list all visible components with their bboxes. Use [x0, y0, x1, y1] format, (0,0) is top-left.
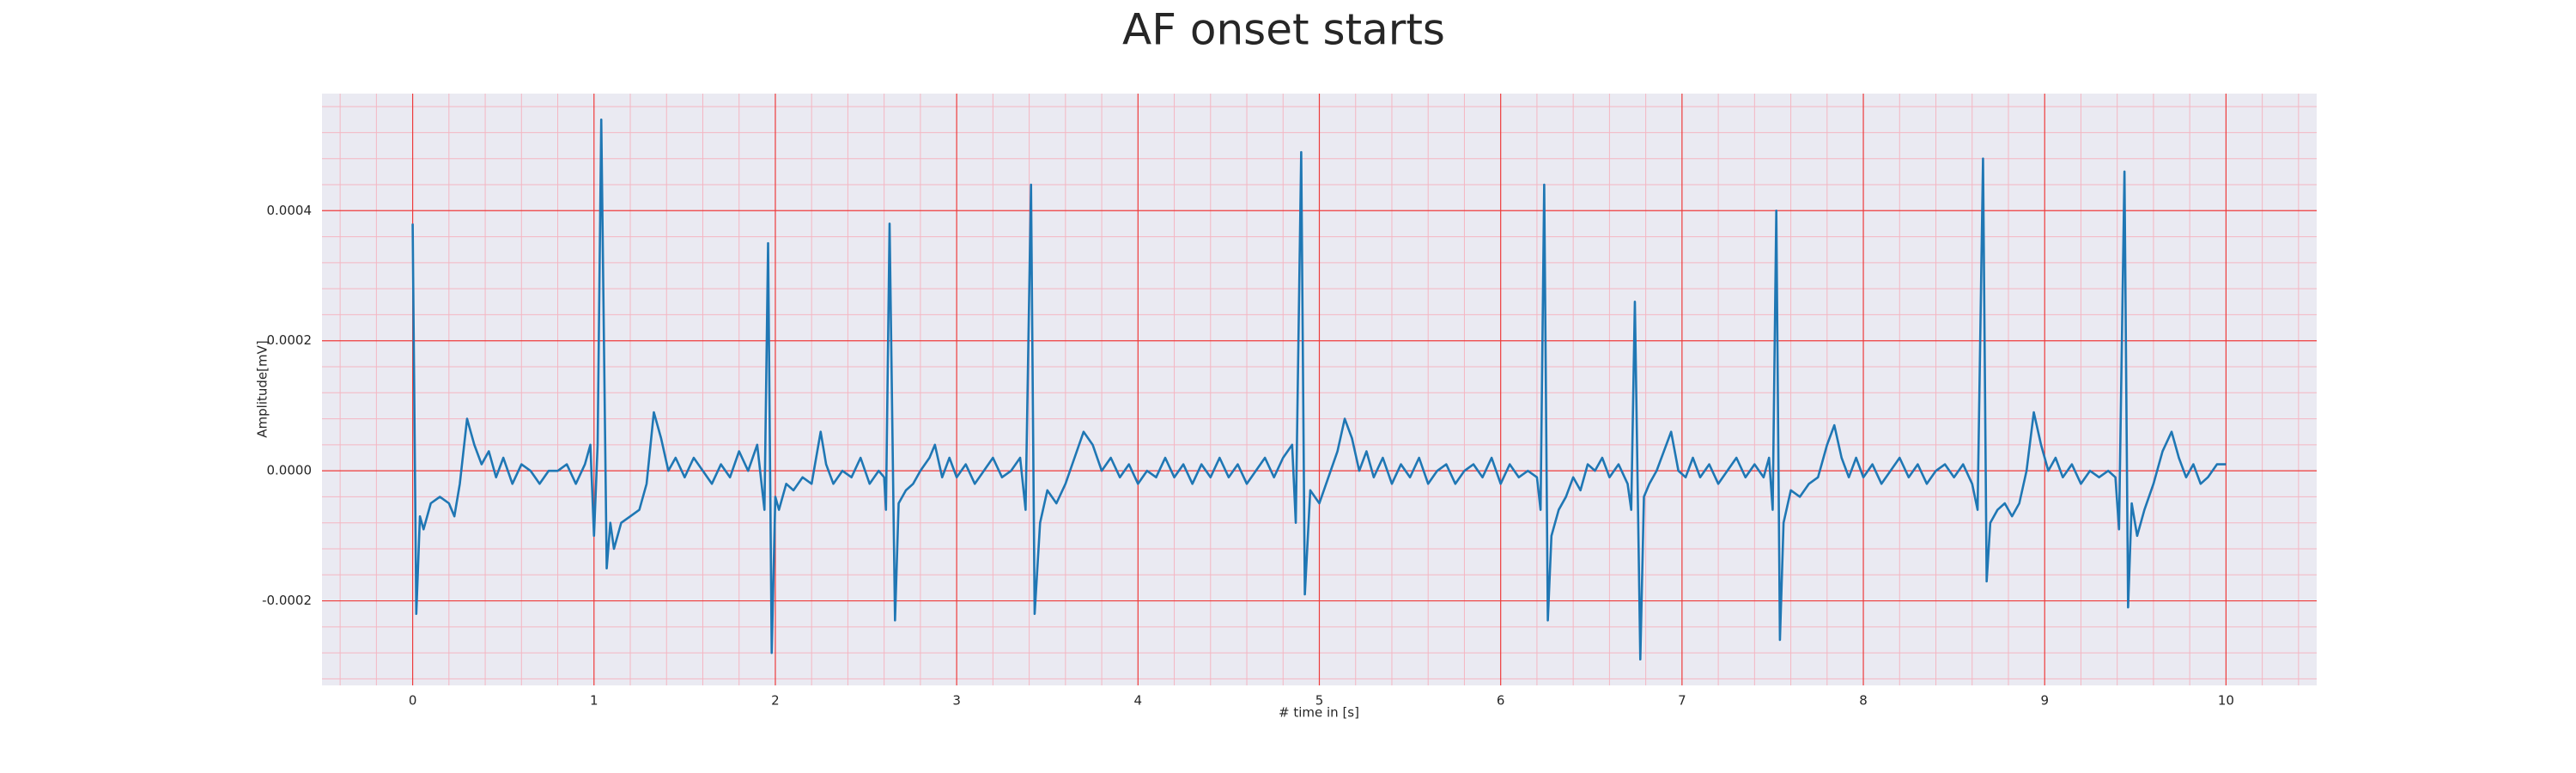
x-tick-label: 10 — [2218, 693, 2234, 709]
grid — [322, 94, 2317, 685]
x-tick-label: 7 — [1678, 693, 1686, 709]
y-axis-label: Amplitude[mV] — [255, 340, 270, 437]
y-tick-label: 0.0004 — [267, 203, 313, 218]
y-tick-label: -0.0002 — [262, 593, 312, 608]
x-tick-label: 6 — [1497, 693, 1505, 709]
y-tick-label: 0.0002 — [267, 332, 313, 348]
x-tick-label: 5 — [1315, 693, 1324, 709]
marks — [411, 118, 2227, 661]
x-tick-label: 1 — [590, 693, 598, 709]
labels: 0 1 2 3 4 5 6 7 8 9 10 -0.0002 0.0000 0.0002 0.0004 — [262, 203, 2234, 709]
ecg-line — [411, 118, 2227, 661]
x-tick-label: 0 — [409, 693, 417, 709]
x-tick-label: 9 — [2040, 693, 2049, 709]
x-tick-label: 8 — [1859, 693, 1868, 709]
x-axis-label: # time in [s] — [1279, 705, 1359, 721]
chart-title: AF onset starts — [1122, 5, 1445, 55]
x-tick-label: 4 — [1134, 693, 1143, 709]
x-tick-label: 2 — [771, 693, 780, 709]
x-tick-label: 3 — [952, 693, 961, 709]
y-tick-label: 0.0000 — [267, 463, 313, 478]
